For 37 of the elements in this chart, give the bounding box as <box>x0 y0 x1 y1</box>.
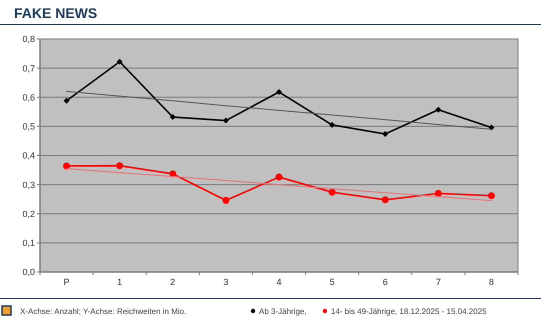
point <box>222 196 230 204</box>
y-tick-label: 0,7 <box>22 63 35 74</box>
y-tick-label: 0,5 <box>22 122 35 132</box>
y-tick-label: 0,0 <box>22 267 35 278</box>
x-tick-label: P <box>64 277 70 287</box>
point <box>276 89 282 96</box>
y-tick-label: 0,6 <box>22 92 35 102</box>
text: X-Achse: Anzahl; Y-Achse: Reichweiten in Mio. <box>20 307 186 316</box>
chart-title: FAKE NEWS <box>14 5 98 21</box>
x-tick-label: 5 <box>330 277 335 287</box>
x-tick-label: 8 <box>488 277 494 287</box>
x-tick-label: 4 <box>276 277 282 287</box>
x-tick-label: 7 <box>436 277 441 287</box>
y-tick-label: 0,8 <box>22 34 35 44</box>
x-tick-label: 3 <box>223 277 228 287</box>
point <box>116 162 124 170</box>
point <box>63 162 70 170</box>
point <box>382 196 389 204</box>
point <box>276 174 282 181</box>
point <box>328 188 336 196</box>
y-tick-label: 0,4 <box>22 150 35 161</box>
x-tick-label: 2 <box>170 277 176 287</box>
y-tick-label: 0,2 <box>22 208 35 219</box>
point <box>382 130 388 137</box>
point <box>435 106 442 113</box>
y-tick-label: 0,1 <box>22 238 35 248</box>
x-tick-label: 1 <box>117 277 122 287</box>
x-tick-label: 6 <box>382 277 388 287</box>
legend-label: Ab 3-Jährige, <box>259 307 307 316</box>
point <box>64 98 70 104</box>
y-tick-label: 0,3 <box>22 180 35 190</box>
point <box>116 58 123 65</box>
point <box>170 114 176 120</box>
point <box>329 122 336 128</box>
point <box>488 192 495 200</box>
legend-label: 14- bis 49-Jährige, 18.12.2025 - 15.04.2025 <box>330 307 488 316</box>
point <box>434 190 442 197</box>
